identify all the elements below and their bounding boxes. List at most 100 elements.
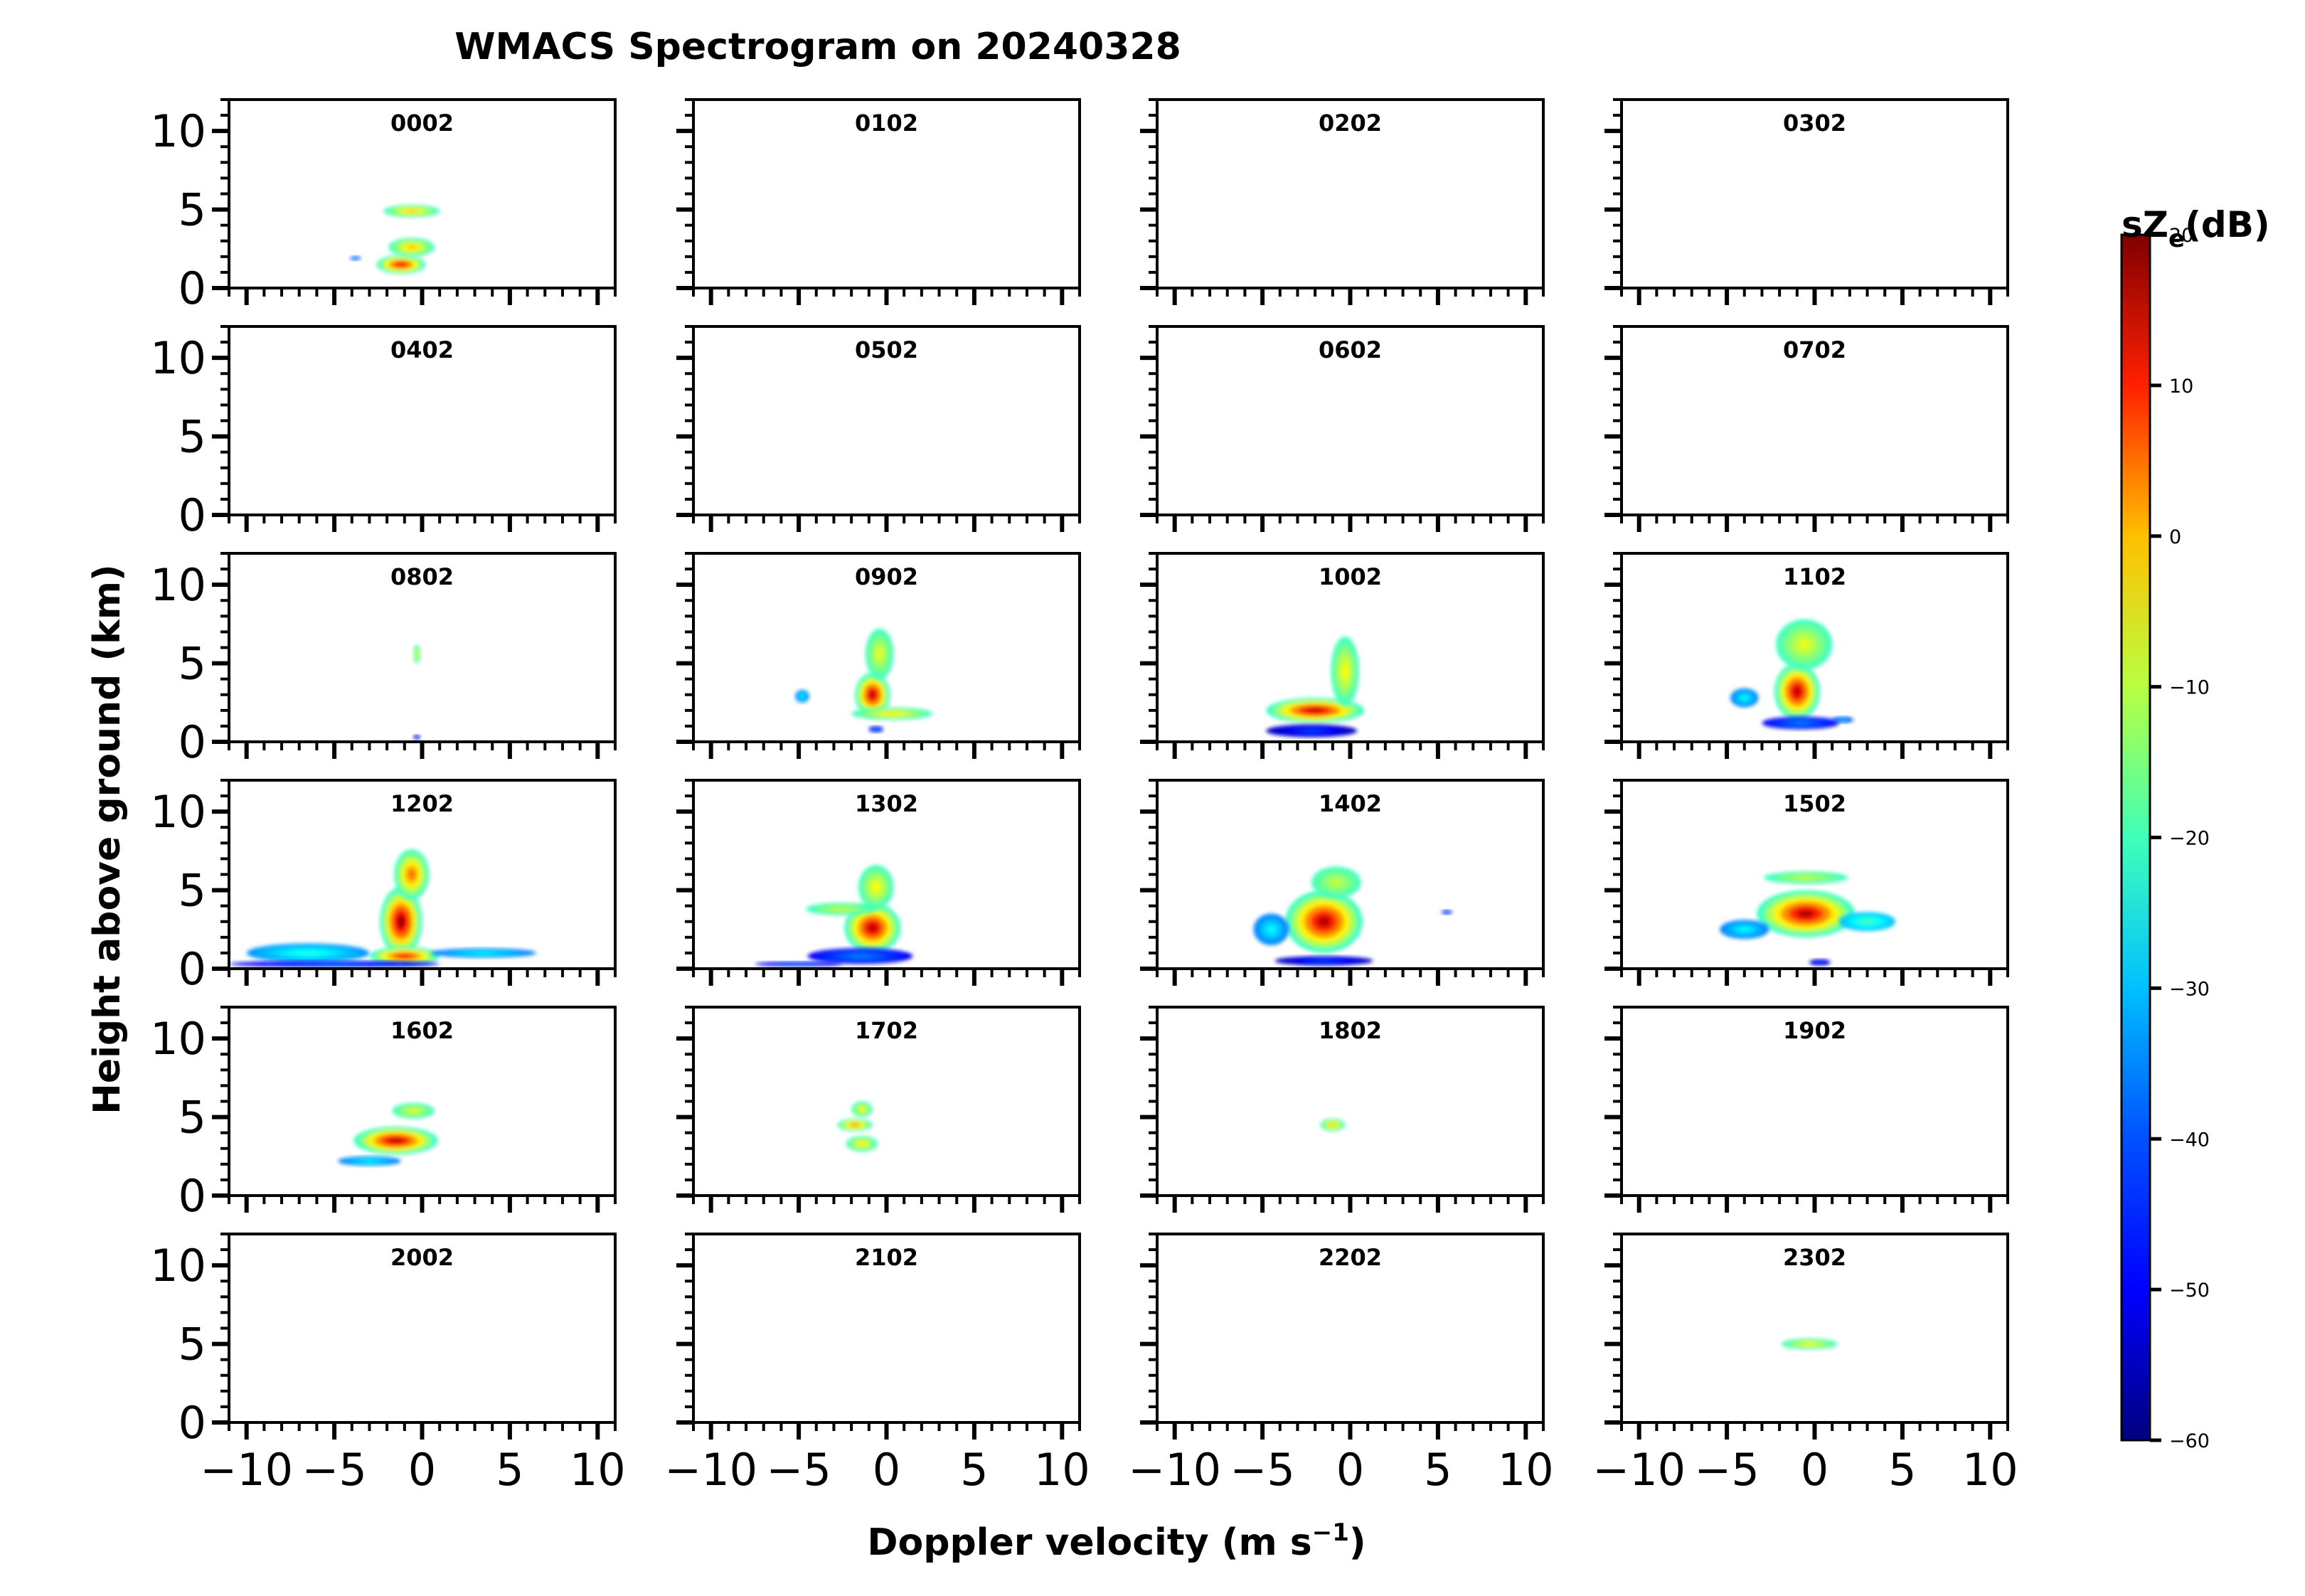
y-tick-label: 10 [150, 786, 206, 838]
panel-background [229, 326, 615, 515]
panel-0002: 0002 0 5 10 [150, 98, 617, 314]
colorbar-tick-label: −10 [2169, 677, 2210, 699]
colorbar-gradient [2120, 233, 2151, 1442]
colorbar-title-main: sZ [2122, 204, 2168, 245]
colorbar-tick-label: 20 [2169, 225, 2193, 247]
colorbar-title-suffix: (dB) [2185, 204, 2270, 245]
y-tick-label: 5 [179, 1319, 206, 1371]
echo-contour [388, 1138, 404, 1144]
x-tick-label: 5 [1424, 1444, 1452, 1496]
echo-layer [1320, 1118, 1346, 1132]
echo-contour [877, 649, 883, 659]
echo-contour [363, 1160, 376, 1162]
panel-background [229, 100, 615, 288]
x-tick-label: 10 [1034, 1444, 1090, 1496]
x-axis-label: Doppler velocity (m s−1) [867, 1518, 1366, 1564]
echo-blob [851, 1101, 873, 1117]
echo-contour [416, 651, 417, 656]
echo-contour [315, 963, 353, 965]
colorbar-tick-label: 10 [2169, 376, 2193, 398]
panel-background [1622, 326, 2008, 515]
x-tick-label: −5 [766, 1444, 831, 1496]
panel-1202: 1202 0 5 10 [150, 779, 617, 995]
echo-contour [408, 870, 415, 879]
echo-blob [1757, 890, 1856, 937]
panel-title: 1102 [1783, 563, 1846, 590]
colorbar-ticks: 20 10 0 −10 −20 −30 −40 −50 −60 [2150, 225, 2210, 1452]
echo-blob [388, 238, 435, 257]
echo-contour [1804, 1343, 1815, 1345]
panel-title: 0202 [1319, 110, 1382, 137]
panel-title: 0502 [855, 336, 918, 363]
echo-layer [350, 204, 440, 275]
panel-0802: 0802 0 5 10 [150, 552, 617, 768]
echo-blob [868, 725, 883, 733]
echo-contour [873, 883, 880, 891]
x-tick-label: 5 [496, 1444, 523, 1496]
echo-layer [1781, 1338, 1838, 1350]
panel-title: 2102 [855, 1244, 918, 1271]
panel-title: 1602 [390, 1017, 454, 1044]
x-tick-label: −10 [200, 1444, 293, 1496]
panel-0902: 0902 [676, 552, 1081, 759]
panel-title: 2302 [1783, 1244, 1846, 1271]
echo-blob [1809, 959, 1831, 966]
y-tick-label: 10 [150, 559, 206, 611]
echo-blob [369, 947, 440, 966]
y-tick-label: 0 [179, 943, 206, 995]
echo-contour [1818, 962, 1822, 963]
x-tick-label: 0 [1801, 1444, 1828, 1496]
x-axis-label-suffix: ) [1349, 1521, 1366, 1564]
panel-title: 0802 [390, 563, 454, 590]
echo-blob [844, 903, 901, 953]
y-tick-label: 5 [179, 411, 206, 463]
echo-blob [350, 256, 361, 261]
panel-title: 1202 [390, 790, 454, 817]
panel-background [1157, 1007, 1543, 1196]
y-axis-label: Height above ground (km) [86, 564, 129, 1114]
echo-blob [1266, 698, 1365, 723]
panel-background [1622, 100, 2008, 288]
echo-contour [297, 951, 319, 955]
echo-blob [1720, 920, 1769, 940]
figure-title: WMACS Spectrogram on 20240328 [454, 26, 1181, 68]
echo-contour [801, 695, 804, 698]
echo-blob [1266, 724, 1358, 738]
echo-layer [413, 644, 421, 740]
colorbar-tick-label: −30 [2169, 978, 2210, 1000]
echo-blob [392, 1102, 435, 1119]
x-tick-label: 5 [960, 1444, 988, 1496]
echo-contour [860, 1107, 864, 1111]
echo-blob [413, 735, 421, 740]
echo-contour [1793, 721, 1808, 725]
echo-contour [874, 728, 878, 730]
echo-blob [353, 1126, 438, 1155]
panel-2202: 2202 −10 −5 0 5 10 [1128, 1233, 1554, 1496]
panel-title: 0302 [1783, 110, 1846, 137]
x-tick-label: −10 [1128, 1444, 1221, 1496]
echo-blob [246, 943, 370, 963]
x-tick-label: −5 [1694, 1444, 1759, 1496]
y-tick-label: 0 [179, 262, 206, 314]
echo-layer [1730, 619, 1853, 730]
y-tick-label: 10 [150, 1240, 206, 1292]
colorbar-tick-label: 0 [2169, 526, 2181, 548]
panel-1102: 1102 [1604, 552, 2009, 759]
echo-contour [884, 712, 900, 715]
panel-1702: 1702 [676, 1006, 1081, 1213]
echo-contour [1342, 664, 1348, 678]
y-tick-label: 5 [179, 865, 206, 917]
x-tick-label: 5 [1888, 1444, 1916, 1496]
echo-blob [1762, 716, 1840, 730]
panel-2302: 2302 −10 −5 0 5 10 [1592, 1233, 2018, 1496]
echo-contour [1799, 639, 1809, 649]
echo-blob [1839, 912, 1896, 931]
echo-contour [1315, 959, 1333, 962]
panel-title: 1802 [1319, 1017, 1382, 1044]
x-tick-label: 0 [1336, 1444, 1364, 1496]
echo-contour [1306, 708, 1324, 713]
panel-1502: 1502 [1604, 779, 2009, 986]
panel-1802: 1802 [1140, 1006, 1545, 1213]
echo-contour [1330, 1124, 1335, 1127]
